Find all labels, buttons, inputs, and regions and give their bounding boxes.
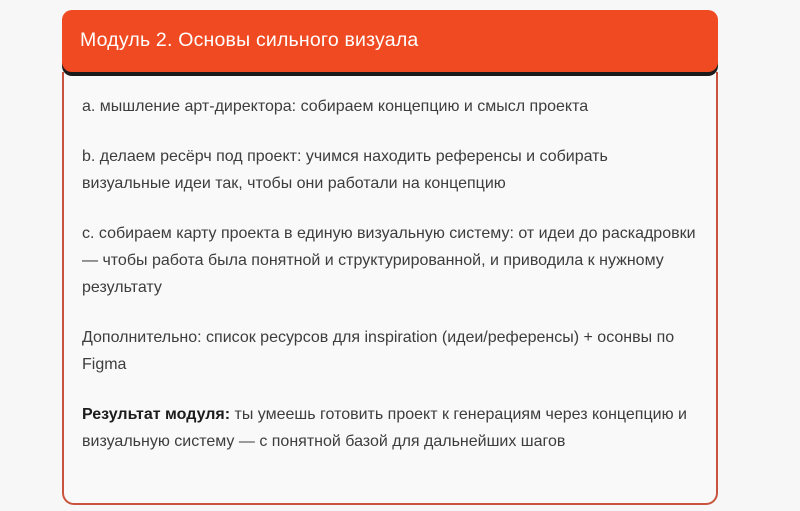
module-result-text: ты умеешь готовить проект к генерациям ч… xyxy=(82,406,687,450)
module-header-button[interactable]: Модуль 2. Основы сильного визуала xyxy=(62,10,718,72)
module-accordion: Модуль 2. Основы сильного визуала a. мыш… xyxy=(62,10,718,505)
module-point-a: a. мышление арт-директора: собираем конц… xyxy=(82,98,589,115)
module-title: Модуль 2. Основы сильного визуала xyxy=(80,29,419,52)
module-body: a. мышление арт-директора: собираем конц… xyxy=(62,72,718,505)
module-extras: Дополнительно: список ресурсов для inspi… xyxy=(82,329,675,373)
module-result-label: Результат модуля: xyxy=(82,406,231,423)
module-point-c: c. собираем карту проекта в единую визуа… xyxy=(82,225,696,296)
module-result: Результат модуля: ты умеешь готовить про… xyxy=(82,401,698,455)
module-point-b: b. делаем ресёрч под проект: учимся нахо… xyxy=(82,148,608,192)
